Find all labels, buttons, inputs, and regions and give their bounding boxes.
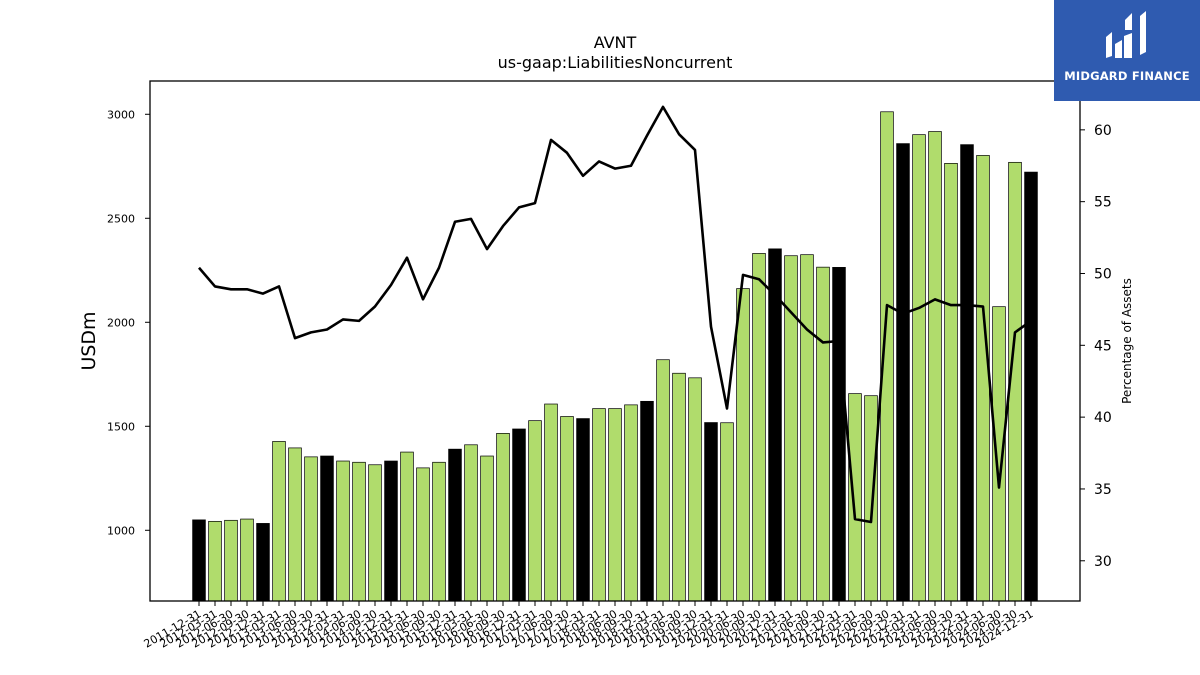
y-tick-label: 3000 xyxy=(107,108,135,121)
bar xyxy=(320,455,334,602)
bar xyxy=(688,377,702,602)
bar xyxy=(800,254,814,602)
bar xyxy=(848,393,862,602)
bar xyxy=(336,460,350,602)
bar xyxy=(592,408,606,602)
bar xyxy=(496,433,510,602)
percentage-line xyxy=(198,105,1032,524)
bar xyxy=(608,408,622,602)
line-series xyxy=(198,105,1032,524)
bar xyxy=(224,519,238,602)
bar xyxy=(464,444,478,602)
brand-name: MIDGARD FINANCE xyxy=(1064,69,1190,83)
bar xyxy=(864,395,878,602)
chart-subtitle: us-gaap:LiabilitiesNoncurrent xyxy=(498,53,733,72)
bar xyxy=(256,523,270,602)
midgard-m-logo-icon xyxy=(1106,11,1146,58)
bar xyxy=(240,518,254,602)
x-axis: 2011-12-312012-03-312012-06-302012-09-30… xyxy=(142,601,1036,651)
y2-tick-label: 50 xyxy=(1094,266,1112,282)
bar xyxy=(928,131,942,602)
y-tick-label: 1500 xyxy=(107,420,135,433)
bar xyxy=(752,253,766,602)
y2-tick-label: 30 xyxy=(1094,554,1112,570)
bar xyxy=(448,448,462,602)
bar xyxy=(304,456,318,602)
bar xyxy=(528,420,542,602)
bar xyxy=(368,464,382,602)
y-tick-label: 2500 xyxy=(107,212,135,225)
bar xyxy=(544,403,558,602)
bar xyxy=(416,467,430,602)
bar xyxy=(384,460,398,602)
bar xyxy=(816,266,830,602)
brand-logo: MIDGARD FINANCE xyxy=(1054,0,1200,101)
y-tick-label: 1000 xyxy=(107,524,135,537)
y-axis-right: 30 35 40 45 50 55 60 xyxy=(1080,123,1112,570)
bar-series xyxy=(192,111,1038,602)
y2-axis-label: Percentage of Assets xyxy=(1120,278,1134,404)
bar xyxy=(640,400,654,602)
y-axis-left: 1000 1500 2000 2500 3000 xyxy=(107,108,150,537)
bar xyxy=(208,520,222,602)
bar xyxy=(736,288,750,602)
bar xyxy=(288,447,302,602)
bar xyxy=(656,359,670,602)
bar xyxy=(352,461,366,602)
bar xyxy=(624,404,638,602)
y2-tick-label: 40 xyxy=(1094,410,1112,426)
bar xyxy=(512,428,526,602)
bar xyxy=(960,144,974,602)
bar xyxy=(272,441,286,602)
bar xyxy=(400,451,414,602)
bar xyxy=(192,519,206,602)
chart-title: AVNT xyxy=(594,33,637,52)
bar xyxy=(480,455,494,602)
y2-tick-label: 35 xyxy=(1094,482,1112,498)
y2-tick-label: 60 xyxy=(1094,123,1112,139)
y-axis-label: USDm xyxy=(78,311,100,370)
bar xyxy=(720,422,734,602)
y2-tick-label: 55 xyxy=(1094,195,1112,211)
bar xyxy=(672,372,686,602)
bar xyxy=(560,416,574,602)
bar xyxy=(832,267,846,602)
bar xyxy=(576,418,590,602)
bar xyxy=(432,461,446,602)
bar xyxy=(1024,171,1038,602)
y-tick-label: 2000 xyxy=(107,316,135,329)
bar xyxy=(704,422,718,602)
bar xyxy=(976,155,990,602)
bar xyxy=(944,163,958,602)
bar xyxy=(896,143,910,602)
bar xyxy=(912,134,926,602)
y2-tick-label: 45 xyxy=(1094,338,1112,354)
